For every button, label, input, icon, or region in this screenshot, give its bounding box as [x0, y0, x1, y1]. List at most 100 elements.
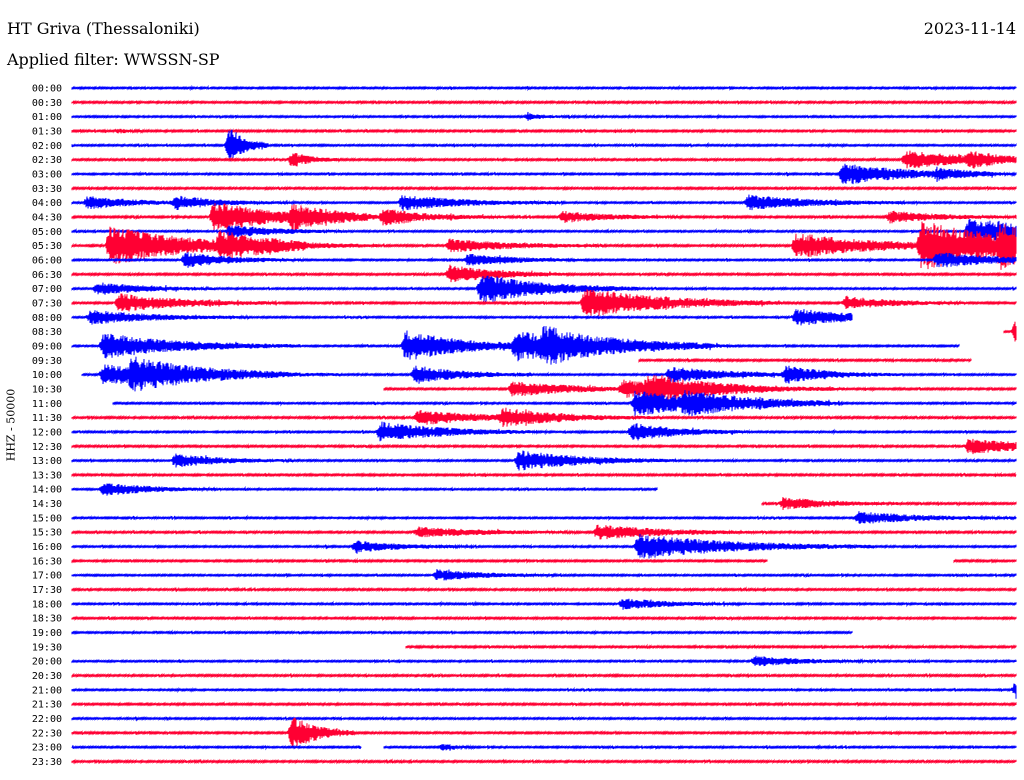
row-label-0400: 04:00: [32, 198, 62, 209]
trace-0000: [71, 84, 1017, 92]
trace-1400: [71, 483, 658, 496]
row-label-1630: 16:30: [32, 556, 62, 567]
row-label-0730: 07:30: [32, 298, 62, 309]
station-title: HT Griva (Thessaloniki): [7, 19, 200, 38]
row-label-2200: 22:00: [32, 714, 62, 725]
row-label-1130: 11:30: [32, 413, 62, 424]
row-label-1330: 13:30: [32, 470, 62, 481]
row-label-1800: 18:00: [32, 599, 62, 610]
trace-1030: [383, 375, 1017, 405]
trace-0500: [71, 218, 1017, 244]
row-label-0500: 05:00: [32, 227, 62, 238]
row-label-2330: 23:30: [32, 757, 62, 768]
trace-2300: [71, 743, 1017, 751]
trace-1930: [405, 643, 1017, 650]
row-label-1730: 17:30: [32, 585, 62, 596]
row-label-0030: 00:30: [32, 98, 62, 109]
trace-1830: [71, 614, 1017, 622]
trace-0630: [71, 264, 1017, 283]
row-label-0900: 09:00: [32, 341, 62, 352]
row-label-1600: 16:00: [32, 542, 62, 553]
row-label-1900: 19:00: [32, 628, 62, 639]
trace-0830: [1003, 321, 1017, 342]
trace-0300: [71, 163, 1017, 185]
trace-0330: [71, 185, 1017, 192]
trace-2100: [71, 683, 1017, 699]
row-label-2000: 20:00: [32, 657, 62, 668]
row-label-0800: 08:00: [32, 313, 62, 324]
row-label-0430: 04:30: [32, 212, 62, 223]
row-label-0930: 09:30: [32, 356, 62, 367]
row-label-1500: 15:00: [32, 513, 62, 524]
trace-0600: [71, 252, 1017, 268]
trace-2330: [71, 758, 1017, 765]
trace-0730: [71, 289, 1017, 316]
trace-0400: [71, 194, 1017, 211]
trace-0700: [71, 275, 1017, 303]
row-label-0230: 02:30: [32, 155, 62, 166]
row-label-1930: 19:30: [32, 642, 62, 653]
trace-0800: [71, 309, 853, 326]
row-label-0100: 01:00: [32, 112, 62, 123]
row-label-0000: 00:00: [32, 84, 62, 95]
row-label-2130: 21:30: [32, 700, 62, 711]
trace-1700: [71, 569, 1017, 581]
row-label-0200: 02:00: [32, 141, 62, 152]
trace-1430: [761, 497, 1017, 510]
trace-1000: [81, 356, 1017, 392]
trace-1730: [71, 586, 1017, 593]
trace-0930: [638, 357, 972, 364]
trace-0130: [71, 127, 1017, 134]
row-label-0700: 07:00: [32, 284, 62, 295]
row-label-2230: 22:30: [32, 728, 62, 739]
row-label-0830: 08:30: [32, 327, 62, 338]
trace-1100: [112, 390, 1017, 417]
trace-1900: [71, 629, 853, 636]
trace-1500: [71, 511, 1017, 524]
row-label-0130: 01:30: [32, 126, 62, 137]
row-label-1400: 14:00: [32, 485, 62, 496]
trace-2030: [71, 672, 1017, 679]
row-label-0600: 06:00: [32, 255, 62, 266]
filter-label: Applied filter: WWSSN-SP: [7, 50, 220, 69]
trace-0030: [71, 99, 1017, 106]
trace-2230: [71, 717, 1017, 748]
row-label-1300: 13:00: [32, 456, 62, 467]
row-label-1530: 15:30: [32, 528, 62, 539]
trace-1330: [71, 471, 1017, 479]
trace-2200: [71, 715, 1017, 722]
row-label-1000: 10:00: [32, 370, 62, 381]
trace-1200: [71, 421, 1017, 442]
trace-1630: [71, 557, 1017, 564]
trace-1800: [71, 598, 1017, 610]
trace-1130: [71, 407, 1017, 428]
trace-0530: [71, 221, 1017, 270]
trace-2130: [71, 700, 1017, 708]
row-label-2300: 23:00: [32, 743, 62, 754]
trace-1230: [71, 438, 1017, 455]
trace-1530: [71, 524, 1017, 540]
row-label-2100: 21:00: [32, 685, 62, 696]
trace-2000: [71, 655, 1017, 667]
row-label-0630: 06:30: [32, 270, 62, 281]
trace-0230: [71, 150, 1017, 169]
trace-0900: [71, 325, 960, 365]
row-label-0330: 03:30: [32, 184, 62, 195]
row-label-1430: 14:30: [32, 499, 62, 510]
trace-1600: [71, 533, 1017, 559]
row-label-1100: 11:00: [32, 399, 62, 410]
row-label-1830: 18:30: [32, 614, 62, 625]
trace-0100: [71, 111, 1017, 121]
row-label-0530: 05:30: [32, 241, 62, 252]
date-label: 2023-11-14: [923, 19, 1016, 38]
row-label-1200: 12:00: [32, 427, 62, 438]
trace-0430: [71, 203, 1017, 232]
trace-1300: [71, 450, 1017, 471]
row-label-1700: 17:00: [32, 571, 62, 582]
trace-0200: [71, 129, 1017, 162]
row-label-0300: 03:00: [32, 169, 62, 180]
row-label-1030: 10:30: [32, 384, 62, 395]
row-label-1230: 12:30: [32, 442, 62, 453]
row-label-2030: 20:30: [32, 671, 62, 682]
